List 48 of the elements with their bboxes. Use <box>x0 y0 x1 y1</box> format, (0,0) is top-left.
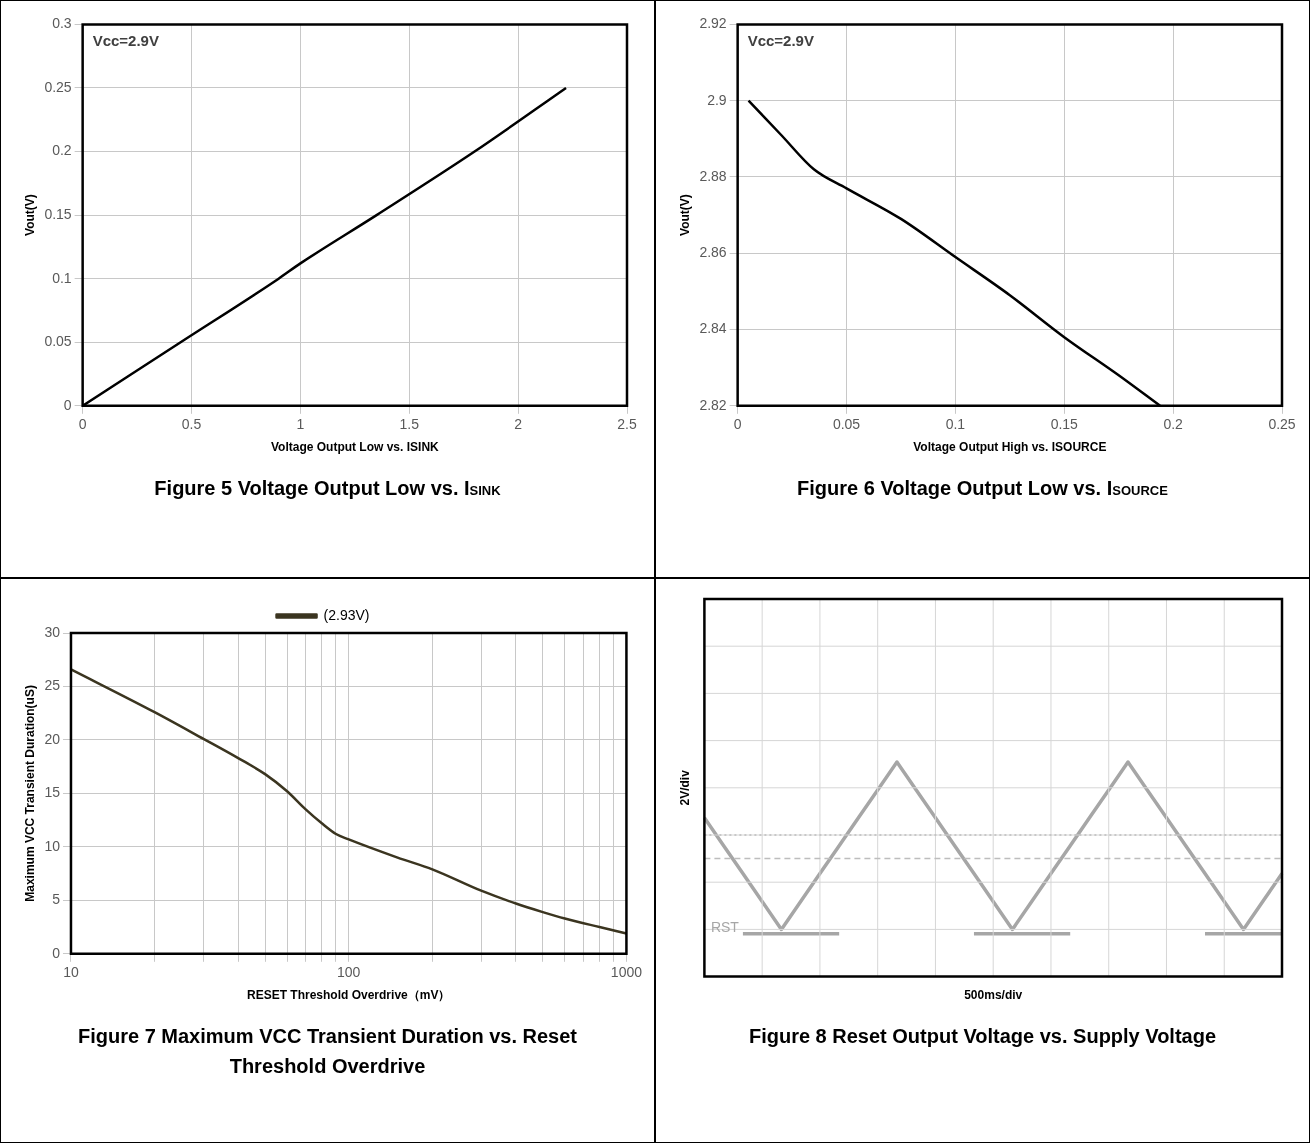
y-tick-label: 0.2 <box>52 142 72 159</box>
x-tick-label: 0.05 <box>832 416 861 433</box>
y-tick-label: 0.05 <box>44 333 72 350</box>
text: Figure 7 Maximum VCC Transient Duration vs. Reset Threshold Overdrive <box>77 1024 578 1079</box>
y-tick-label: 25 <box>44 677 61 694</box>
y-axis-title: 2V/div <box>677 769 692 806</box>
y-tick-label: 20 <box>44 730 61 747</box>
y-tick-label: 30 <box>44 623 61 640</box>
x-tick-label: 0.25 <box>1268 416 1296 433</box>
text: Figure 8 Reset Output Voltage vs. Supply Voltage <box>747 1024 1218 1049</box>
y-tick-label: 0 <box>52 944 61 961</box>
y-tick-label: 2.82 <box>699 396 727 413</box>
x-tick-label: 0.2 <box>1163 416 1184 433</box>
series-label: RST <box>710 918 740 935</box>
y-tick-label: 0.25 <box>44 78 72 95</box>
y-tick-label: 5 <box>52 891 61 908</box>
legend-label: (2.93V) <box>323 606 370 623</box>
y-tick-label: 10 <box>44 837 61 854</box>
y-tick-label: 0 <box>63 396 72 413</box>
y-tick-label: 2.84 <box>699 320 727 337</box>
annotation: Vcc=2.9V <box>747 32 814 50</box>
y-axis-title: Vout(V) <box>677 194 692 236</box>
x-axis-title: Voltage Output Low vs. ISINK <box>270 440 440 455</box>
x-tick-label: 0.5 <box>181 416 202 433</box>
x-tick-label: 0 <box>78 416 87 433</box>
x-tick-label: 100 <box>337 964 361 981</box>
x-tick-label: 1000 <box>610 964 643 981</box>
x-tick-label: 2 <box>514 416 523 433</box>
annotation: Vcc=2.9V <box>92 32 159 50</box>
x-tick-label: 0.15 <box>1050 416 1079 433</box>
y-tick-label: 0.15 <box>44 205 72 222</box>
x-tick-label: 2.5 <box>617 416 637 433</box>
x-tick-label: 0.1 <box>945 416 966 433</box>
y-axis-title: Vout(V) <box>22 194 37 236</box>
y-tick-label: 2.92 <box>699 15 727 32</box>
x-tick-label: 1 <box>296 416 305 433</box>
x-axis-title: 500ms/div <box>964 988 1023 1003</box>
y-tick-label: 2.86 <box>699 244 727 261</box>
y-tick-label: 15 <box>44 784 61 801</box>
y-tick-label: 0.3 <box>52 15 72 32</box>
y-tick-label: 2.9 <box>707 91 727 108</box>
y-tick-label: 2.88 <box>699 167 727 184</box>
x-tick-label: 0 <box>733 416 742 433</box>
x-tick-label: 1.5 <box>399 416 420 433</box>
y-axis-title: Maximum VCC Transient Duration(uS) <box>22 685 37 902</box>
y-tick-label: 0.1 <box>52 269 72 286</box>
x-axis-title: RESET Threshold Overdrive（mV） <box>247 988 451 1003</box>
x-axis-title: Voltage Output High vs. ISOURCE <box>913 440 1107 455</box>
